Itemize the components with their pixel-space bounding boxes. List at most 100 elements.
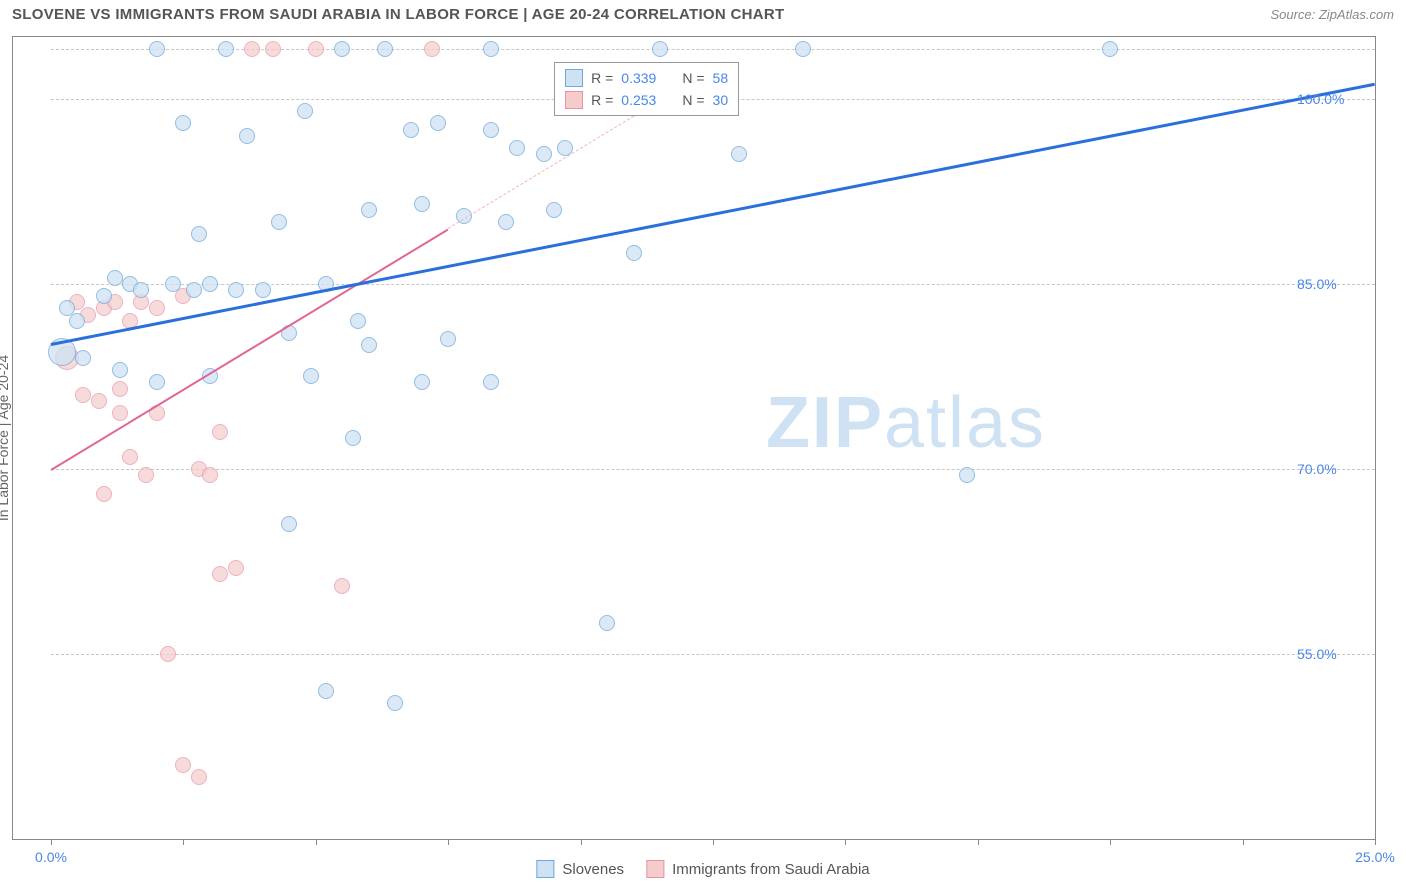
scatter-point (69, 313, 85, 329)
scatter-point (112, 381, 128, 397)
legend-swatch (565, 91, 583, 109)
legend-correlation: R = 0.339 N = 58 R =0.253N =30 (554, 62, 739, 116)
scatter-point (202, 467, 218, 483)
scatter-point (265, 41, 281, 57)
x-tick-label: 25.0% (1355, 849, 1395, 865)
legend-bottom: Slovenes Immigrants from Saudi Arabia (536, 860, 869, 878)
scatter-point (244, 41, 260, 57)
y-axis-label: In Labor Force | Age 20-24 (0, 355, 11, 521)
scatter-point (107, 270, 123, 286)
x-tick (1243, 839, 1244, 845)
r-value: 0.339 (621, 70, 656, 86)
scatter-point (959, 467, 975, 483)
x-tick (316, 839, 317, 845)
x-tick (448, 839, 449, 845)
n-label: N = (682, 70, 704, 86)
scatter-point (509, 140, 525, 156)
scatter-point (175, 757, 191, 773)
scatter-point (795, 41, 811, 57)
scatter-point (536, 146, 552, 162)
x-tick-label: 0.0% (35, 849, 67, 865)
scatter-point (228, 560, 244, 576)
scatter-point (414, 374, 430, 390)
r-label: R = (591, 70, 613, 86)
scatter-point (387, 695, 403, 711)
scatter-point (414, 196, 430, 212)
scatter-point (377, 41, 393, 57)
scatter-point (345, 430, 361, 446)
watermark: ZIPatlas (766, 382, 1046, 464)
legend-item: Slovenes (536, 860, 624, 878)
scatter-point (303, 368, 319, 384)
x-tick (183, 839, 184, 845)
scatter-point (350, 313, 366, 329)
scatter-point (149, 374, 165, 390)
n-label: N = (682, 92, 704, 108)
gridline (51, 284, 1375, 285)
scatter-point (652, 41, 668, 57)
scatter-point (112, 362, 128, 378)
scatter-point (212, 424, 228, 440)
legend-row: R =0.253N =30 (565, 89, 728, 111)
legend-swatch (565, 69, 583, 87)
scatter-point (308, 41, 324, 57)
legend-label: Slovenes (562, 861, 624, 878)
scatter-point (165, 276, 181, 292)
x-tick (978, 839, 979, 845)
x-tick (1110, 839, 1111, 845)
x-tick (845, 839, 846, 845)
x-tick (1375, 839, 1376, 845)
x-tick (581, 839, 582, 845)
n-value: 58 (713, 70, 729, 86)
scatter-point (191, 769, 207, 785)
scatter-point (483, 122, 499, 138)
scatter-point (297, 103, 313, 119)
x-tick (713, 839, 714, 845)
y-tick-label: 85.0% (1297, 276, 1367, 292)
scatter-point (483, 41, 499, 57)
y-tick-label: 70.0% (1297, 461, 1367, 477)
scatter-point (731, 146, 747, 162)
scatter-point (271, 214, 287, 230)
scatter-point (112, 405, 128, 421)
legend-swatch (646, 860, 664, 878)
scatter-point (138, 467, 154, 483)
scatter-point (212, 566, 228, 582)
scatter-point (122, 449, 138, 465)
scatter-point (255, 282, 271, 298)
r-label: R = (591, 92, 613, 108)
scatter-point (75, 350, 91, 366)
scatter-point (424, 41, 440, 57)
scatter-point (160, 646, 176, 662)
scatter-point (361, 202, 377, 218)
y-tick-label: 100.0% (1297, 91, 1367, 107)
scatter-point (133, 282, 149, 298)
plot-region: 0.0%25.0%ZIPatlasR =0.339N =58R =0.253N … (51, 37, 1375, 839)
scatter-point (318, 683, 334, 699)
scatter-point (218, 41, 234, 57)
scatter-point (96, 288, 112, 304)
scatter-point (202, 276, 218, 292)
scatter-point (626, 245, 642, 261)
scatter-point (228, 282, 244, 298)
scatter-point (149, 300, 165, 316)
scatter-point (361, 337, 377, 353)
scatter-point (599, 615, 615, 631)
scatter-point (498, 214, 514, 230)
legend-label: Immigrants from Saudi Arabia (672, 861, 870, 878)
scatter-point (91, 393, 107, 409)
trend-line (50, 228, 448, 470)
chart-area: In Labor Force | Age 20-24 0.0%25.0%ZIPa… (12, 36, 1376, 840)
chart-title: SLOVENE VS IMMIGRANTS FROM SAUDI ARABIA … (12, 6, 784, 23)
scatter-point (1102, 41, 1118, 57)
scatter-point (149, 41, 165, 57)
source-label: Source: ZipAtlas.com (1270, 7, 1394, 22)
legend-swatch (536, 860, 554, 878)
scatter-point (483, 374, 499, 390)
scatter-point (334, 41, 350, 57)
scatter-point (430, 115, 446, 131)
gridline (51, 654, 1375, 655)
trend-line (51, 83, 1376, 346)
scatter-point (75, 387, 91, 403)
scatter-point (191, 226, 207, 242)
